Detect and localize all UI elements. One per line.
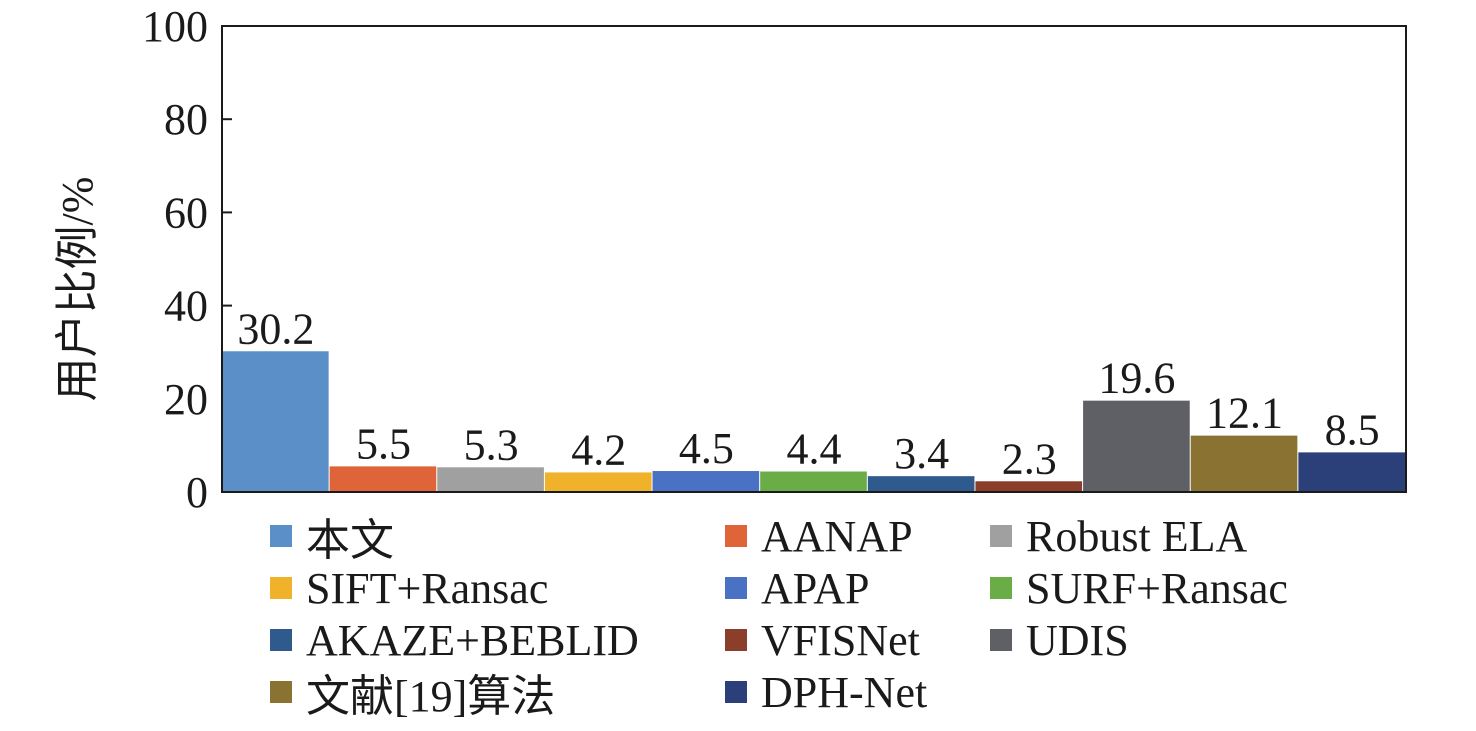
y-axis: 0 20 40 60 80 100 — [142, 2, 232, 517]
legend-item-7: VFISNet — [725, 615, 920, 665]
legend-item-10: DPH-Net — [725, 667, 928, 717]
bars — [222, 351, 1405, 492]
legend-label-0: 本文 — [306, 516, 394, 565]
legend-label-5: SURF+Ransac — [1026, 563, 1288, 613]
legend-item-2: Robust ELA — [990, 511, 1248, 561]
legend-swatch-3 — [270, 577, 292, 599]
value-label-7: 2.3 — [1002, 434, 1057, 483]
legend-item-1: AANAP — [725, 511, 913, 561]
y-axis-title: 用户比例/% — [53, 177, 102, 402]
bar-9 — [1190, 435, 1298, 492]
bar-6 — [867, 476, 975, 492]
bar-0 — [222, 351, 329, 492]
value-label-9: 12.1 — [1206, 389, 1283, 438]
legend-label-10: DPH-Net — [761, 667, 928, 717]
legend-swatch-1 — [725, 525, 747, 547]
legend-label-3: SIFT+Ransac — [306, 563, 549, 613]
legend-swatch-8 — [990, 629, 1012, 651]
legend-label-2: Robust ELA — [1026, 511, 1248, 561]
legend-swatch-4 — [725, 577, 747, 599]
y-tick-label-1: 20 — [164, 375, 208, 424]
legend-swatch-5 — [990, 577, 1012, 599]
y-tick-label-3: 60 — [164, 188, 208, 237]
legend-label-7: VFISNet — [761, 615, 920, 665]
value-label-1: 5.5 — [356, 419, 411, 468]
bar-1 — [329, 466, 437, 492]
legend-item-8: UDIS — [990, 615, 1129, 665]
legend-item-4: APAP — [725, 563, 870, 613]
value-label-10: 8.5 — [1325, 405, 1380, 454]
legend-item-0: 本文 — [270, 512, 394, 565]
legend-swatch-6 — [270, 629, 292, 651]
value-label-5: 4.4 — [787, 424, 842, 473]
legend-swatch-2 — [990, 525, 1012, 547]
value-label-8: 19.6 — [1098, 354, 1175, 403]
legend-label-1: AANAP — [761, 511, 913, 561]
legend-item-6: AKAZE+BEBLID — [270, 615, 639, 665]
plot-frame — [221, 25, 1407, 493]
bar-10 — [1298, 452, 1405, 492]
legend-label-8: UDIS — [1026, 615, 1129, 665]
legend-item-3: SIFT+Ransac — [270, 563, 549, 613]
legend-label-6: AKAZE+BEBLID — [306, 615, 639, 665]
value-label-2: 5.3 — [464, 420, 519, 469]
bar-8 — [1083, 400, 1190, 492]
bar-7 — [975, 481, 1083, 492]
y-tick-label-5: 100 — [142, 2, 208, 51]
legend-swatch-9 — [270, 681, 292, 703]
legend-item-5: SURF+Ransac — [990, 563, 1288, 613]
value-labels: 30.2 5.5 5.3 4.2 4.5 4.4 3.4 2.3 19.6 12.1 8.5 — [237, 304, 1379, 483]
legend-label-9: 文献[19]算法 — [306, 672, 556, 721]
legend-swatch-0 — [270, 525, 292, 547]
legend-swatch-7 — [725, 629, 747, 651]
value-label-6: 3.4 — [894, 429, 949, 478]
bar-4 — [652, 471, 760, 492]
legend-swatch-10 — [725, 681, 747, 703]
y-tick-label-0: 0 — [186, 468, 208, 517]
value-label-4: 4.5 — [679, 424, 734, 473]
value-label-0: 30.2 — [237, 304, 314, 353]
legend-item-9: 文献[19]算法 — [270, 668, 555, 721]
y-tick-label-4: 80 — [164, 95, 208, 144]
bar-5 — [760, 471, 867, 492]
legend-label-4: APAP — [761, 563, 870, 613]
bar-3 — [544, 472, 652, 492]
bar-2 — [437, 467, 544, 492]
y-tick-label-2: 40 — [164, 282, 208, 331]
value-label-3: 4.2 — [571, 425, 626, 474]
